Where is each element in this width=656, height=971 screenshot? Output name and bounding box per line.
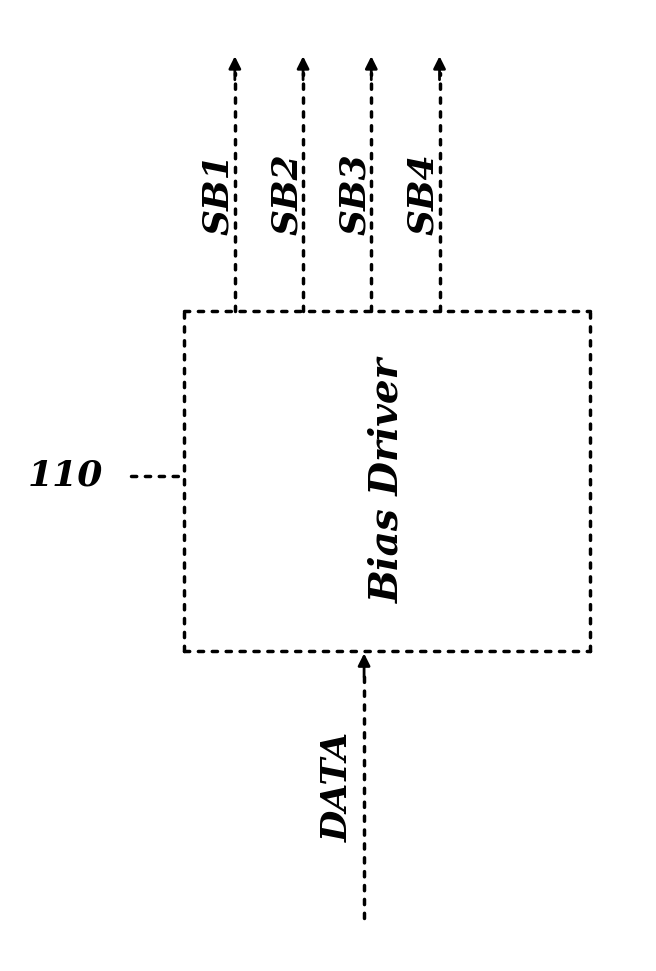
Text: SB1: SB1 <box>201 153 236 235</box>
Text: DATA: DATA <box>321 731 355 842</box>
Text: Bias Driver: Bias Driver <box>368 358 406 603</box>
Bar <box>184 311 590 651</box>
Text: 110: 110 <box>28 458 103 493</box>
Text: SB3: SB3 <box>338 153 372 235</box>
Text: SB2: SB2 <box>270 153 304 235</box>
Text: SB4: SB4 <box>406 153 440 235</box>
